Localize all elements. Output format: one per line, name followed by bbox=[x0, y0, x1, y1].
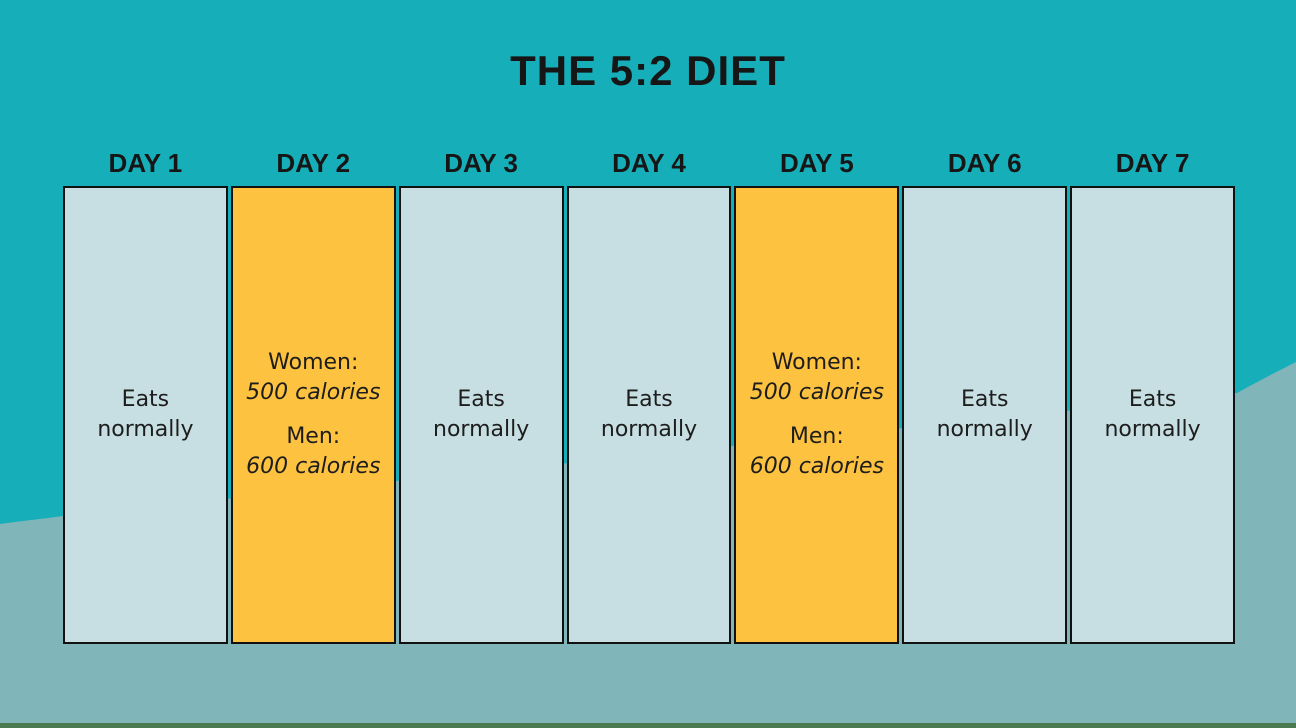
day-column-4: DAY 4 Eats normally bbox=[566, 140, 732, 644]
cell-text: Eats normally bbox=[937, 385, 1033, 445]
cell-text: Eats normally bbox=[1104, 385, 1200, 445]
day-header: DAY 6 bbox=[947, 147, 1022, 178]
cell-line-2: normally bbox=[600, 417, 698, 442]
men-label: Men: bbox=[286, 424, 341, 449]
day-column-1: DAY 1 Eats normally bbox=[63, 140, 228, 644]
women-calories: 500 calories bbox=[749, 380, 884, 405]
footer-strip bbox=[0, 723, 1296, 728]
women-label: Women: bbox=[771, 350, 862, 375]
day-header: DAY 2 bbox=[276, 147, 351, 178]
men-group: Men: 600 calories bbox=[246, 422, 380, 482]
men-label: Men: bbox=[789, 424, 844, 449]
cell-line-1: Eats bbox=[1128, 387, 1177, 412]
normal-cell: Eats normally bbox=[63, 186, 228, 644]
men-calories: 600 calories bbox=[749, 454, 884, 479]
cell-line-2: normally bbox=[936, 417, 1033, 442]
women-group: Women: 500 calories bbox=[750, 348, 884, 408]
cell-line-2: normally bbox=[97, 417, 194, 442]
day-header: DAY 1 bbox=[108, 147, 183, 178]
normal-cell: Eats normally bbox=[902, 186, 1068, 644]
cell-line-2: normally bbox=[1104, 417, 1201, 442]
normal-cell: Eats normally bbox=[1070, 186, 1235, 644]
cell-line-1: Eats bbox=[625, 387, 673, 412]
cell-text: Eats normally bbox=[601, 385, 697, 445]
men-group: Men: 600 calories bbox=[750, 422, 884, 482]
men-calories: 600 calories bbox=[246, 454, 381, 479]
cell-text: Eats normally bbox=[433, 385, 529, 445]
cell-line-1: Eats bbox=[960, 387, 1009, 412]
normal-cell: Eats normally bbox=[398, 186, 564, 644]
day-header: DAY 4 bbox=[612, 147, 686, 178]
fast-cell: Women: 500 calories Men: 600 calories bbox=[734, 186, 900, 644]
day-column-2: DAY 2 Women: 500 calories Men: 600 calorie… bbox=[230, 140, 396, 644]
day-header: DAY 5 bbox=[779, 147, 854, 178]
day-header: DAY 7 bbox=[1115, 147, 1190, 178]
day-header: DAY 3 bbox=[444, 147, 518, 178]
women-group: Women: 500 calories bbox=[246, 348, 380, 408]
normal-cell: Eats normally bbox=[566, 186, 732, 644]
fast-cell: Women: 500 calories Men: 600 calories bbox=[230, 186, 396, 644]
cell-line-1: Eats bbox=[121, 387, 170, 412]
cell-line-1: Eats bbox=[457, 387, 505, 412]
women-calories: 500 calories bbox=[246, 380, 381, 405]
women-label: Women: bbox=[268, 350, 359, 375]
day-column-7: DAY 7 Eats normally bbox=[1070, 140, 1235, 644]
cell-text: Eats normally bbox=[97, 385, 193, 445]
cell-line-2: normally bbox=[433, 417, 530, 442]
day-column-5: DAY 5 Women: 500 calories Men: 600 calorie… bbox=[734, 140, 900, 644]
day-column-3: DAY 3 Eats normally bbox=[398, 140, 564, 644]
page-title: THE 5:2 DIET bbox=[510, 47, 786, 94]
day-column-6: DAY 6 Eats normally bbox=[902, 140, 1068, 644]
diet-table: DAY 1 Eats normally DAY 2 Women: 500 calor… bbox=[63, 140, 1235, 644]
